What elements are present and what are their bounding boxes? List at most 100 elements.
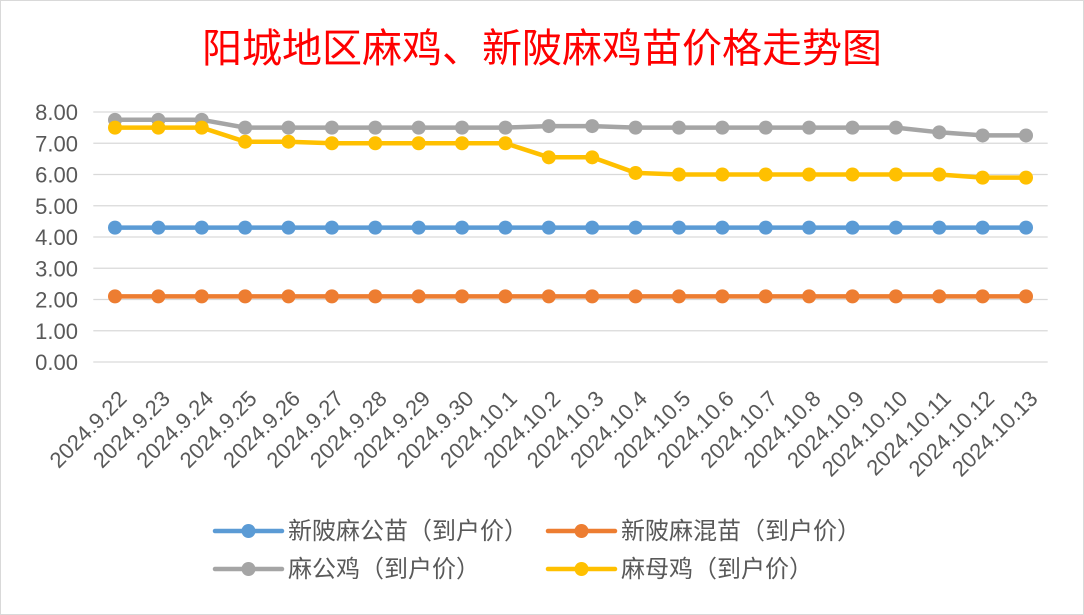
legend-item: 麻公鸡（到户价）: [212, 556, 480, 583]
legend-item: 新陂麻公苗（到户价）: [212, 518, 528, 545]
data-point: [585, 150, 600, 165]
data-point: [888, 120, 903, 135]
data-point: [932, 220, 947, 235]
data-point: [932, 289, 947, 304]
data-point: [1019, 289, 1034, 304]
data-point: [541, 150, 556, 165]
y-tick-label: 6.00: [35, 163, 78, 188]
data-point: [671, 289, 686, 304]
data-point: [802, 167, 817, 182]
legend-label: 麻母鸡（到户价）: [621, 556, 813, 583]
data-point: [368, 120, 383, 135]
data-point: [151, 289, 166, 304]
data-point: [194, 289, 209, 304]
data-point: [455, 136, 470, 151]
data-point: [541, 289, 556, 304]
data-point: [628, 289, 643, 304]
data-point: [151, 120, 166, 135]
y-tick-label: 2.00: [35, 288, 78, 313]
data-point: [368, 136, 383, 151]
data-point: [368, 289, 383, 304]
plot-series: [107, 112, 1034, 304]
data-point: [888, 220, 903, 235]
data-point: [498, 220, 513, 235]
data-point: [715, 120, 730, 135]
data-point: [715, 289, 730, 304]
legend-swatch-marker: [574, 524, 589, 538]
data-point: [671, 167, 686, 182]
gridlines: [93, 111, 1048, 363]
data-point: [888, 289, 903, 304]
data-point: [455, 120, 470, 135]
data-point: [585, 119, 600, 134]
y-tick-label: 5.00: [35, 194, 78, 219]
data-point: [498, 136, 513, 151]
data-point: [238, 220, 253, 235]
data-point: [628, 120, 643, 135]
data-point: [975, 170, 990, 185]
data-point: [411, 120, 426, 135]
data-point: [238, 134, 253, 149]
y-tick-label: 8.00: [35, 100, 78, 125]
legend-label: 麻公鸡（到户价）: [288, 556, 480, 583]
y-axis: 0.00 1.00 2.00 3.00 4.00 5.00 6.00 7.00 8.00: [35, 100, 78, 375]
data-point: [975, 289, 990, 304]
data-point: [411, 289, 426, 304]
data-point: [498, 120, 513, 135]
legend-item: 麻母鸡（到户价）: [545, 556, 813, 583]
data-point: [541, 220, 556, 235]
data-point: [628, 165, 643, 180]
data-point: [324, 289, 339, 304]
data-point: [281, 120, 296, 135]
legend: 新陂麻公苗（到户价） 新陂麻混苗（到户价） 麻公鸡（到户价） 麻母鸡（到户价）: [212, 518, 861, 583]
data-point: [802, 220, 817, 235]
data-point: [455, 289, 470, 304]
series-line: [112, 125, 1029, 180]
data-point: [845, 167, 860, 182]
data-point: [845, 220, 860, 235]
y-tick-label: 3.00: [35, 256, 78, 281]
data-point: [845, 289, 860, 304]
data-point: [758, 120, 773, 135]
data-point: [324, 120, 339, 135]
data-point: [281, 220, 296, 235]
y-tick-label: 4.00: [35, 225, 78, 250]
series-1: [107, 220, 1034, 235]
series-line: [112, 117, 1029, 138]
series-2: [107, 289, 1034, 304]
data-point: [281, 289, 296, 304]
y-tick-label: 0.00: [35, 350, 78, 375]
legend-swatch-marker: [241, 524, 256, 538]
legend-label: 新陂麻混苗（到户价）: [621, 518, 861, 545]
data-point: [758, 220, 773, 235]
chart-title: 阳城地区麻鸡、新陂麻鸡苗价格走势图: [202, 26, 882, 72]
data-point: [368, 220, 383, 235]
data-point: [585, 289, 600, 304]
series-3: [107, 112, 1034, 143]
data-point: [715, 220, 730, 235]
data-point: [411, 220, 426, 235]
data-point: [585, 220, 600, 235]
data-point: [194, 120, 209, 135]
data-point: [628, 220, 643, 235]
data-point: [238, 289, 253, 304]
data-point: [151, 220, 166, 235]
data-point: [281, 134, 296, 149]
series-4: [107, 120, 1034, 185]
data-point: [107, 220, 122, 235]
data-point: [758, 167, 773, 182]
data-point: [845, 120, 860, 135]
data-point: [932, 167, 947, 182]
data-point: [107, 120, 122, 135]
legend-item: 新陂麻混苗（到户价）: [545, 518, 861, 545]
data-point: [238, 120, 253, 135]
data-point: [1019, 220, 1034, 235]
y-tick-label: 1.00: [35, 319, 78, 344]
data-point: [324, 220, 339, 235]
data-point: [455, 220, 470, 235]
data-point: [498, 289, 513, 304]
data-point: [975, 128, 990, 143]
data-point: [802, 120, 817, 135]
